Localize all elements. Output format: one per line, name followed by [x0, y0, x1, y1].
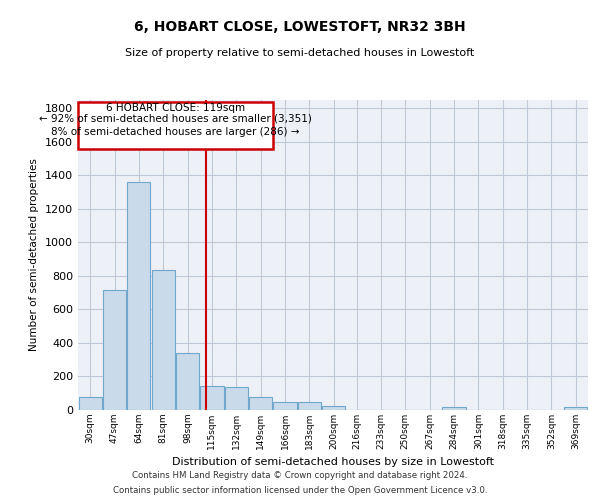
Bar: [442, 408, 466, 410]
Bar: [564, 407, 587, 410]
Bar: [79, 396, 102, 410]
Text: 6, HOBART CLOSE, LOWESTOFT, NR32 3BH: 6, HOBART CLOSE, LOWESTOFT, NR32 3BH: [134, 20, 466, 34]
X-axis label: Distribution of semi-detached houses by size in Lowestoft: Distribution of semi-detached houses by …: [172, 458, 494, 468]
Bar: [224, 386, 248, 410]
Text: Contains HM Land Registry data © Crown copyright and database right 2024.: Contains HM Land Registry data © Crown c…: [132, 471, 468, 480]
Bar: [176, 353, 199, 410]
Bar: [152, 270, 175, 410]
Text: Contains public sector information licensed under the Open Government Licence v3: Contains public sector information licen…: [113, 486, 487, 495]
Text: Size of property relative to semi-detached houses in Lowestoft: Size of property relative to semi-detach…: [125, 48, 475, 58]
Bar: [103, 290, 126, 410]
FancyBboxPatch shape: [78, 102, 273, 148]
Bar: [298, 402, 321, 410]
Bar: [200, 386, 224, 410]
Text: 8% of semi-detached houses are larger (286) →: 8% of semi-detached houses are larger (2…: [51, 127, 299, 137]
Bar: [249, 398, 272, 410]
Text: ← 92% of semi-detached houses are smaller (3,351): ← 92% of semi-detached houses are smalle…: [39, 114, 312, 124]
Bar: [127, 182, 151, 410]
Text: 6 HOBART CLOSE: 119sqm: 6 HOBART CLOSE: 119sqm: [106, 104, 245, 114]
Bar: [274, 402, 296, 410]
Y-axis label: Number of semi-detached properties: Number of semi-detached properties: [29, 158, 40, 352]
Bar: [322, 406, 346, 410]
